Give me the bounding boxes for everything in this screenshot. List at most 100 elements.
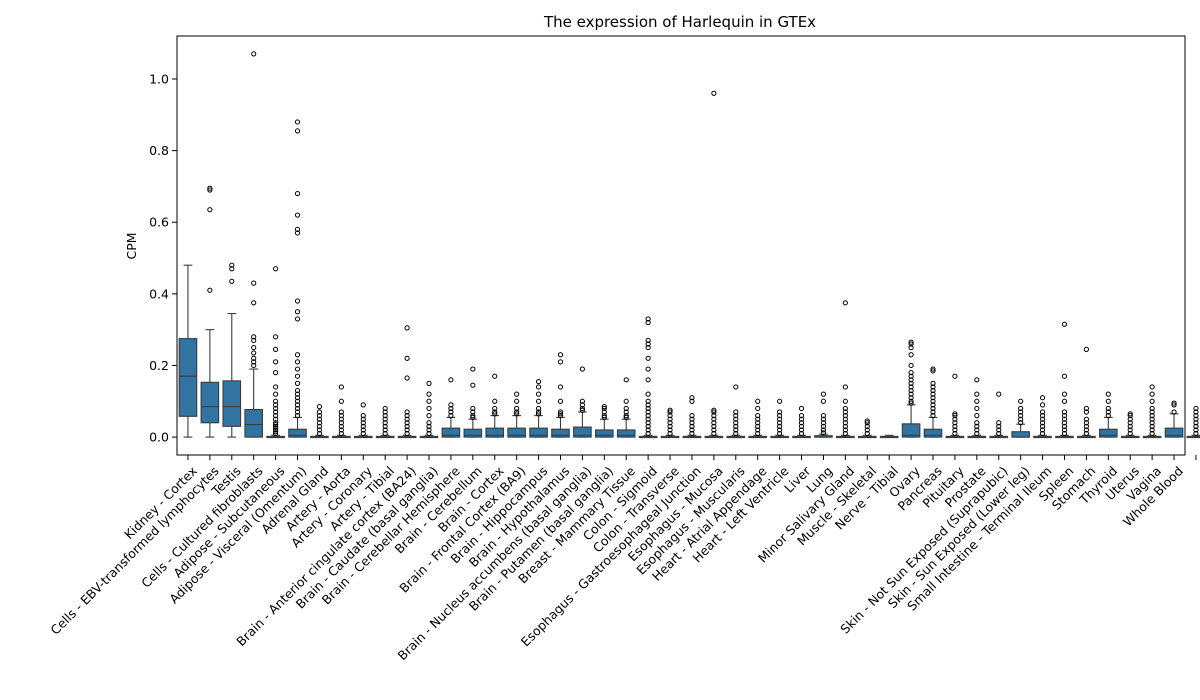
- outlier-point: [360, 420, 366, 426]
- box-group: [726, 384, 746, 439]
- outlier-point: [1039, 416, 1046, 422]
- outlier-point: [645, 391, 651, 397]
- outlier-point: [1018, 405, 1024, 412]
- outlier-point: [1127, 423, 1133, 429]
- box-group: [638, 316, 658, 439]
- outlier-point: [1061, 416, 1068, 422]
- outlier-point: [623, 409, 629, 415]
- outlier-point: [645, 423, 651, 429]
- outlier-point: [755, 423, 761, 429]
- outlier-point: [294, 366, 301, 372]
- outlier-point: [645, 402, 651, 408]
- outlier-point: [908, 377, 914, 383]
- outlier-point: [908, 373, 914, 379]
- outlier-point: [1105, 398, 1111, 404]
- outlier-point: [645, 430, 651, 437]
- outlier-point: [535, 384, 542, 390]
- outlier-point: [908, 384, 914, 390]
- outlier-point: [667, 423, 673, 429]
- outlier-point: [1061, 423, 1068, 429]
- outlier-point: [294, 212, 301, 218]
- outlier-point: [294, 391, 301, 397]
- outlier-point: [930, 405, 936, 412]
- box-iqr: [1011, 431, 1030, 438]
- outlier-point: [842, 416, 848, 422]
- outlier-point: [229, 262, 235, 268]
- outlier-point: [535, 398, 542, 404]
- outlier-point: [338, 430, 344, 437]
- outlier-point: [382, 423, 388, 429]
- outlier-point: [689, 416, 695, 422]
- box-group: [441, 377, 461, 438]
- outlier-point: [316, 413, 323, 419]
- outlier-point: [711, 416, 717, 422]
- outlier-point: [601, 405, 607, 412]
- outlier-point: [294, 398, 301, 404]
- outlier-point: [1149, 416, 1155, 422]
- outlier-point: [207, 185, 213, 191]
- outlier-point: [579, 407, 585, 413]
- outlier-point: [382, 427, 388, 433]
- outlier-point: [645, 355, 651, 361]
- outlier-point: [667, 427, 673, 433]
- outlier-point: [316, 423, 323, 429]
- outlier-point: [294, 380, 301, 386]
- outlier-point: [579, 366, 585, 372]
- outlier-point: [273, 334, 279, 340]
- outlier-point: [645, 366, 651, 372]
- outlier-point: [1061, 391, 1068, 397]
- y-tick-label: 0.4: [149, 286, 169, 301]
- box-group: [1142, 384, 1162, 439]
- outlier-point: [733, 423, 739, 429]
- outlier-point: [930, 409, 936, 415]
- outlier-point: [930, 413, 936, 419]
- outlier-point: [404, 413, 410, 419]
- outlier-point: [557, 411, 564, 417]
- box-group: [923, 366, 943, 438]
- outlier-point: [1171, 400, 1177, 406]
- outlier-point: [777, 420, 783, 426]
- plot-frame: [176, 35, 1186, 456]
- box-group: [222, 262, 242, 438]
- outlier-point: [601, 413, 607, 419]
- outlier-point: [1083, 430, 1089, 437]
- outlier-point: [229, 278, 235, 284]
- outlier-point: [1127, 413, 1133, 419]
- outlier-point: [645, 344, 651, 351]
- outlier-point: [338, 423, 344, 429]
- outlier-point: [1061, 321, 1068, 327]
- outlier-point: [1193, 413, 1199, 419]
- outlier-point: [842, 420, 848, 426]
- box-iqr: [288, 428, 307, 438]
- outlier-point: [251, 337, 257, 344]
- outlier-point: [1149, 384, 1155, 390]
- outlier-point: [273, 430, 279, 437]
- outlier-point: [952, 413, 958, 419]
- outlier-point: [273, 429, 279, 435]
- box-group: [879, 434, 899, 439]
- outlier-point: [1127, 427, 1133, 433]
- outlier-point: [514, 398, 520, 404]
- outlier-point: [952, 420, 958, 426]
- box-iqr: [573, 426, 592, 438]
- outlier-point: [557, 352, 564, 358]
- box-iqr: [551, 428, 570, 438]
- outlier-point: [974, 430, 980, 437]
- outlier-point: [251, 362, 257, 369]
- outlier-point: [952, 423, 958, 429]
- box-iqr: [529, 427, 548, 438]
- outlier-point: [623, 414, 629, 420]
- outlier-point: [492, 409, 498, 415]
- outlier-point: [930, 402, 936, 408]
- outlier-point: [820, 430, 827, 436]
- outlier-point: [908, 380, 914, 386]
- outlier-point: [470, 405, 476, 412]
- outlier-point: [601, 409, 607, 415]
- outlier-point: [294, 402, 301, 408]
- outlier-point: [689, 395, 695, 401]
- outlier-point: [1018, 413, 1024, 419]
- outlier-point: [492, 373, 498, 379]
- outlier-point: [777, 409, 783, 415]
- outlier-point: [294, 309, 301, 315]
- outlier-point: [667, 420, 673, 426]
